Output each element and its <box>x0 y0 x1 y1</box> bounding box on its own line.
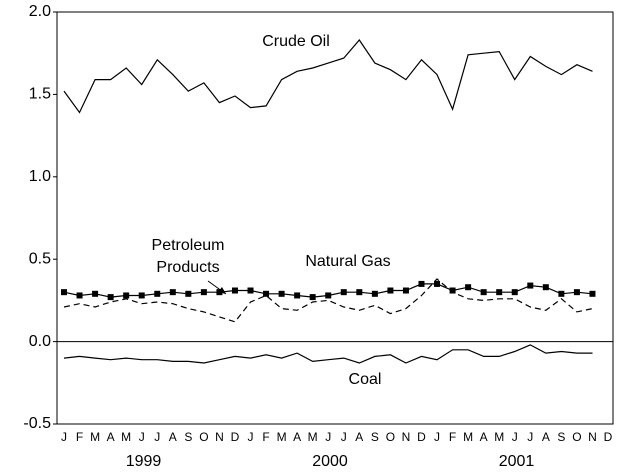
series-label: Natural Gas <box>305 253 391 270</box>
marker <box>387 287 394 294</box>
series-line <box>63 278 593 323</box>
x-tick-label: F <box>262 430 269 444</box>
marker <box>573 289 580 296</box>
marker <box>496 289 503 296</box>
x-tick-label: A <box>480 430 488 444</box>
marker <box>200 289 207 296</box>
marker <box>61 289 67 296</box>
series-line <box>63 344 593 364</box>
y-tick-label: 1.5 <box>29 86 51 103</box>
series-label-box: Crude Oil <box>262 33 330 50</box>
marker <box>325 292 332 299</box>
x-tick-label: N <box>402 430 411 444</box>
x-tick-label: F <box>76 430 83 444</box>
marker <box>340 289 347 296</box>
marker <box>231 287 238 294</box>
series-line <box>63 39 593 114</box>
x-tick-label: D <box>417 430 426 444</box>
x-tick-label: N <box>588 430 597 444</box>
x-tick-label: J <box>512 430 518 444</box>
marker <box>154 290 161 297</box>
marker <box>123 292 130 299</box>
x-tick-label: J <box>139 430 145 444</box>
x-tick-label: J <box>341 430 347 444</box>
x-tick-label: A <box>169 430 177 444</box>
series-label: Petroleum Products <box>151 237 225 276</box>
marker <box>511 289 518 296</box>
x-tick-label: J <box>248 430 254 444</box>
x-tick-label: F <box>449 430 456 444</box>
marker <box>263 290 270 297</box>
x-tick-label: A <box>542 430 550 444</box>
marker <box>558 290 565 297</box>
x-tick-label: O <box>199 430 208 444</box>
x-tick-label: M <box>463 430 473 444</box>
x-tick-label: J <box>527 430 533 444</box>
plot-frame <box>56 11 614 425</box>
series-label-box: Petroleum Products <box>151 237 225 276</box>
x-tick-label: M <box>308 430 318 444</box>
marker <box>418 280 425 287</box>
marker <box>402 287 409 294</box>
x-tick-label: J <box>434 430 440 444</box>
x-tick-label: D <box>231 430 240 444</box>
x-tick-label: S <box>184 430 192 444</box>
marker <box>465 284 472 291</box>
marker <box>185 290 192 297</box>
x-tick-label: A <box>355 430 363 444</box>
year-label: 2000 <box>312 453 348 470</box>
series-label: Crude Oil <box>262 33 330 50</box>
marker <box>138 292 145 299</box>
y-tick-label: 0.0 <box>29 333 51 350</box>
marker <box>76 292 83 299</box>
y-tick-label: -0.5 <box>23 415 51 432</box>
marker <box>542 284 549 291</box>
x-tick-label: S <box>371 430 379 444</box>
marker <box>371 290 378 297</box>
x-tick-label: D <box>604 430 613 444</box>
marker <box>449 287 456 294</box>
x-tick-label: A <box>107 430 115 444</box>
x-tick-label: S <box>557 430 565 444</box>
y-tick-label: 0.5 <box>29 250 51 267</box>
x-tick-label: M <box>277 430 287 444</box>
x-tick-label: N <box>215 430 224 444</box>
marker <box>294 292 301 299</box>
y-tick-label: 2.0 <box>29 3 51 20</box>
series-label: Coal <box>348 371 382 388</box>
marker <box>107 294 114 301</box>
year-label: 2001 <box>499 453 535 470</box>
y-tick-label: 1.0 <box>29 168 51 185</box>
x-tick-label: J <box>154 430 160 444</box>
marker <box>309 294 316 301</box>
marker <box>356 289 363 296</box>
marker <box>247 287 254 294</box>
x-tick-label: M <box>121 430 131 444</box>
marker <box>216 289 223 296</box>
marker <box>278 290 285 297</box>
year-label: 1999 <box>126 453 162 470</box>
x-tick-label: O <box>572 430 581 444</box>
x-tick-label: J <box>325 430 331 444</box>
x-tick-label: O <box>386 430 395 444</box>
marker <box>589 290 596 297</box>
marker <box>169 289 176 296</box>
marker <box>92 290 99 297</box>
x-tick-label: J <box>61 430 67 444</box>
x-tick-label: A <box>293 430 301 444</box>
series-label-box: Coal <box>348 371 382 388</box>
marker <box>480 289 487 296</box>
marker <box>434 280 441 287</box>
marker <box>527 282 534 289</box>
series-label-box: Natural Gas <box>305 253 391 270</box>
x-tick-label: M <box>90 430 100 444</box>
x-tick-label: M <box>494 430 504 444</box>
